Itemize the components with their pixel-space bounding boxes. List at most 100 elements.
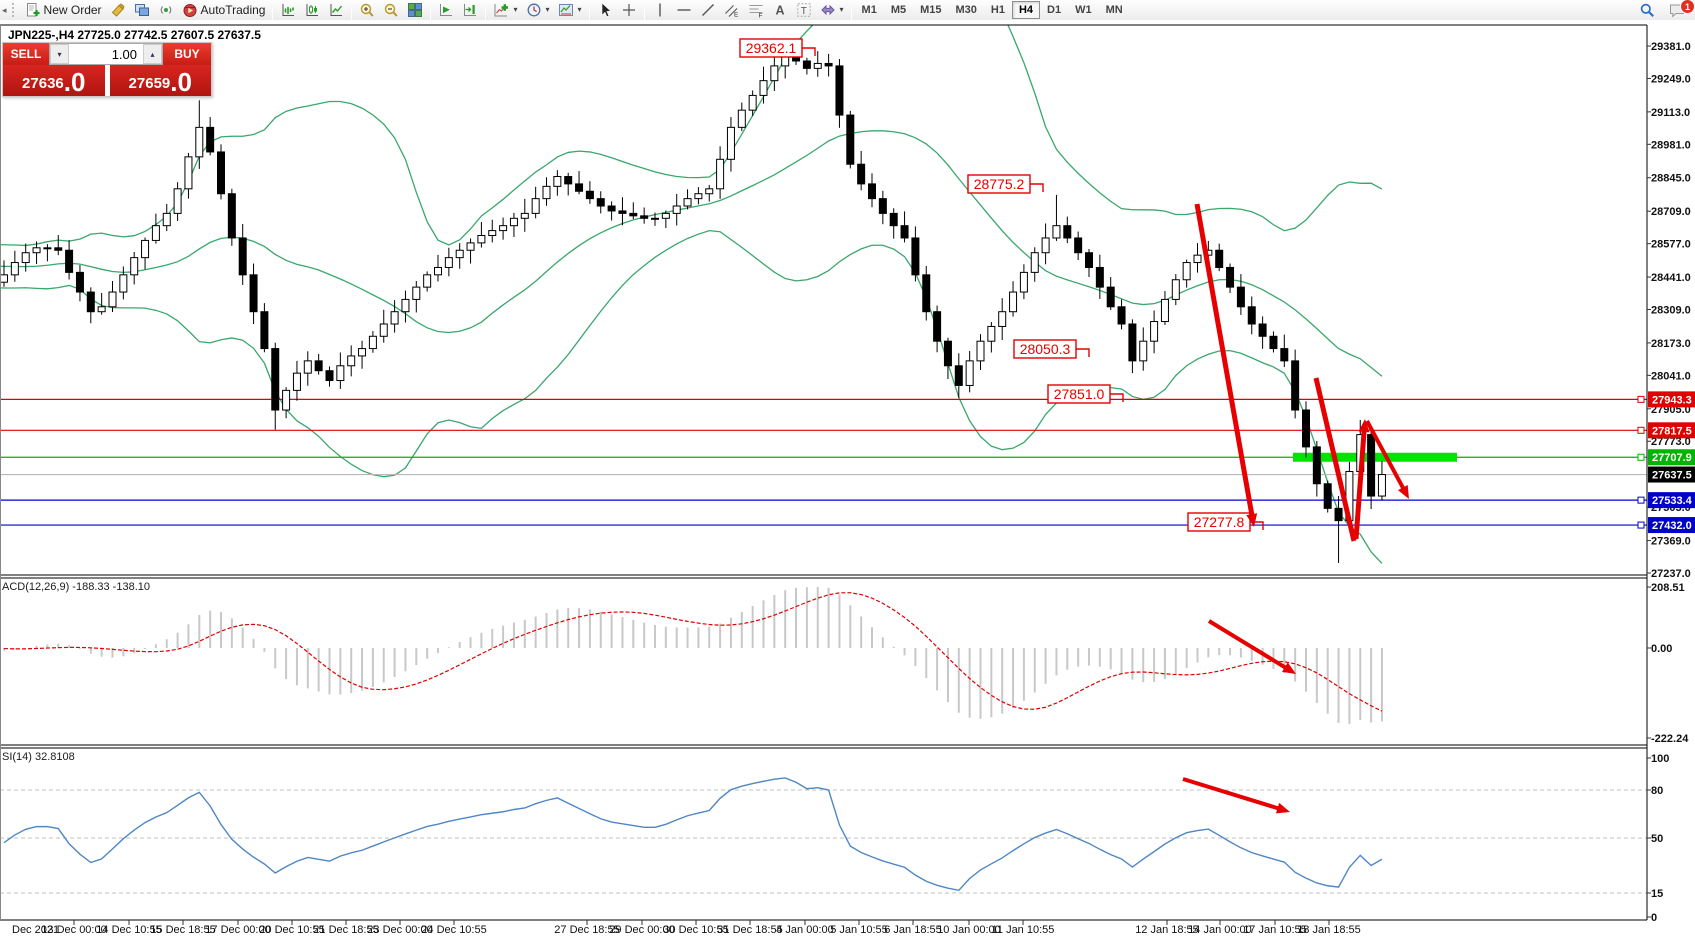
line-handle[interactable] bbox=[1637, 453, 1645, 461]
line-handle[interactable] bbox=[1637, 395, 1645, 403]
price-callout-28775.2[interactable]: 28775.2 bbox=[967, 174, 1044, 194]
timeframe-m30-button[interactable]: M30 bbox=[955, 4, 977, 16]
shapes-button[interactable]: ▾ bbox=[816, 0, 848, 20]
callout-connector bbox=[802, 47, 816, 56]
line-handle[interactable] bbox=[1637, 496, 1645, 504]
candle-body bbox=[1312, 446, 1321, 485]
timeframe-w1-button[interactable]: W1 bbox=[1075, 4, 1092, 16]
tiles-icon bbox=[407, 2, 423, 18]
auto-scroll-button[interactable] bbox=[434, 0, 458, 20]
buy-button[interactable]: BUY bbox=[163, 43, 211, 65]
horizontal-line-button[interactable] bbox=[672, 0, 696, 20]
alerts-button[interactable] bbox=[154, 0, 178, 20]
trend-arrow[interactable] bbox=[1353, 419, 1370, 540]
notifications-button[interactable]: 1 bbox=[1665, 0, 1695, 20]
chart-canvas[interactable]: 29362.1 28775.2 28050.3 27851.0 27277.8 29381… bbox=[0, 20, 1695, 939]
candle-body bbox=[184, 156, 193, 190]
line-handle[interactable] bbox=[1637, 521, 1645, 529]
search-button[interactable] bbox=[1635, 0, 1659, 20]
price-axis-label: 28709.0 bbox=[1651, 206, 1691, 218]
zoom-in-button[interactable] bbox=[355, 0, 379, 20]
new-order-button[interactable]: New Order bbox=[21, 0, 106, 20]
line-chart-button[interactable] bbox=[324, 0, 348, 20]
rsi-trend-arrow[interactable] bbox=[1182, 777, 1290, 814]
trend-arrow[interactable] bbox=[1194, 203, 1258, 527]
candle-body bbox=[1095, 266, 1104, 288]
tile-windows-button[interactable] bbox=[403, 0, 427, 20]
timeframe-h1-button[interactable]: H1 bbox=[990, 4, 1005, 16]
macd-pane bbox=[3, 587, 1383, 724]
candle-body bbox=[748, 94, 757, 111]
text-button[interactable] bbox=[768, 0, 792, 20]
price-callout-28050.3[interactable]: 28050.3 bbox=[1013, 339, 1090, 359]
callout-text: 29362.1 bbox=[746, 40, 797, 56]
trend-arrow[interactable] bbox=[1365, 420, 1409, 499]
tag-bg bbox=[1648, 449, 1695, 466]
candle-body bbox=[1139, 340, 1148, 362]
toolbar-overflow-chevron[interactable]: ◂ bbox=[2, 4, 7, 15]
cursor-button[interactable] bbox=[593, 0, 617, 20]
timeframe-m1-button[interactable]: M1 bbox=[861, 4, 877, 16]
chevron-down-icon[interactable]: ▾ bbox=[513, 5, 518, 14]
time-axis-label: 30 Dec 10:55 bbox=[663, 924, 728, 936]
arrow-shaft bbox=[1313, 377, 1357, 542]
timeframe-d1-button[interactable]: D1 bbox=[1047, 4, 1062, 16]
scroll-right-icon bbox=[438, 2, 454, 18]
trendline-button[interactable] bbox=[696, 0, 720, 20]
ask-price[interactable]: 27659 .0 bbox=[109, 65, 211, 96]
templates-button[interactable]: ▾ bbox=[554, 0, 586, 20]
candle-body bbox=[759, 80, 768, 96]
candle-body bbox=[477, 235, 486, 244]
chevron-down-icon[interactable]: ▾ bbox=[545, 5, 550, 14]
timeframe-h4-button[interactable]: H4 bbox=[1011, 1, 1041, 19]
callout-box bbox=[739, 38, 803, 58]
volume-input[interactable] bbox=[69, 44, 143, 64]
price-axis-label: 28441.0 bbox=[1651, 272, 1691, 284]
candle-body bbox=[43, 247, 52, 250]
autotrading-button[interactable]: AutoTrading bbox=[178, 0, 270, 20]
callout-connector bbox=[1110, 393, 1124, 402]
candle-body bbox=[661, 212, 670, 219]
candle-body bbox=[32, 247, 41, 254]
periods-button[interactable]: ▾ bbox=[522, 0, 554, 20]
candle-body bbox=[227, 193, 236, 239]
time-axis-label: 11 Jan 10:55 bbox=[992, 924, 1055, 936]
chevron-down-icon[interactable]: ▾ bbox=[577, 5, 582, 14]
timeframe-m5-button[interactable]: M5 bbox=[890, 4, 907, 16]
candle-body bbox=[672, 205, 681, 214]
trend-arrow[interactable] bbox=[1313, 377, 1357, 542]
timeframe-m15-button[interactable]: M15 bbox=[920, 4, 942, 16]
candle-body bbox=[976, 340, 985, 362]
styles-button[interactable] bbox=[106, 0, 130, 20]
zoom-in-icon bbox=[359, 2, 375, 18]
bid-price[interactable]: 27636 .0 bbox=[3, 65, 105, 96]
candle-chart-button[interactable] bbox=[300, 0, 324, 20]
chart-shift-button[interactable] bbox=[458, 0, 482, 20]
price-callout-27277.8[interactable]: 27277.8 bbox=[1187, 512, 1264, 532]
timeframe-mn-button[interactable]: MN bbox=[1105, 4, 1123, 16]
chevron-down-icon[interactable]: ▾ bbox=[839, 5, 844, 14]
crosshair-button[interactable] bbox=[617, 0, 641, 20]
macd-trend-arrow[interactable] bbox=[1207, 619, 1296, 674]
indicators-button[interactable]: ▾ bbox=[489, 0, 521, 20]
profiles-button[interactable] bbox=[130, 0, 154, 20]
candle-body bbox=[1009, 291, 1018, 313]
bar-chart-button[interactable] bbox=[276, 0, 300, 20]
rsi-pane bbox=[0, 777, 1647, 894]
line-handle[interactable] bbox=[1637, 426, 1645, 434]
vertical-line-button[interactable] bbox=[648, 0, 672, 20]
price-callout-27851.0[interactable]: 27851.0 bbox=[1047, 384, 1124, 404]
sell-button[interactable]: SELL bbox=[3, 43, 49, 65]
volume-increment-button[interactable]: ▴ bbox=[143, 44, 162, 64]
zoom-out-button[interactable] bbox=[379, 0, 403, 20]
volume-decrement-button[interactable]: ▾ bbox=[50, 44, 69, 64]
candle-body bbox=[217, 151, 225, 195]
arrow-shaft bbox=[1194, 203, 1256, 521]
label-button[interactable] bbox=[792, 0, 816, 20]
price-callout-29362.1[interactable]: 29362.1 bbox=[739, 38, 816, 58]
candle-body bbox=[1302, 409, 1310, 448]
channel-button[interactable] bbox=[720, 0, 744, 20]
candle-body bbox=[585, 190, 594, 200]
fibonacci-button[interactable] bbox=[744, 0, 768, 20]
candle-body bbox=[434, 266, 442, 276]
